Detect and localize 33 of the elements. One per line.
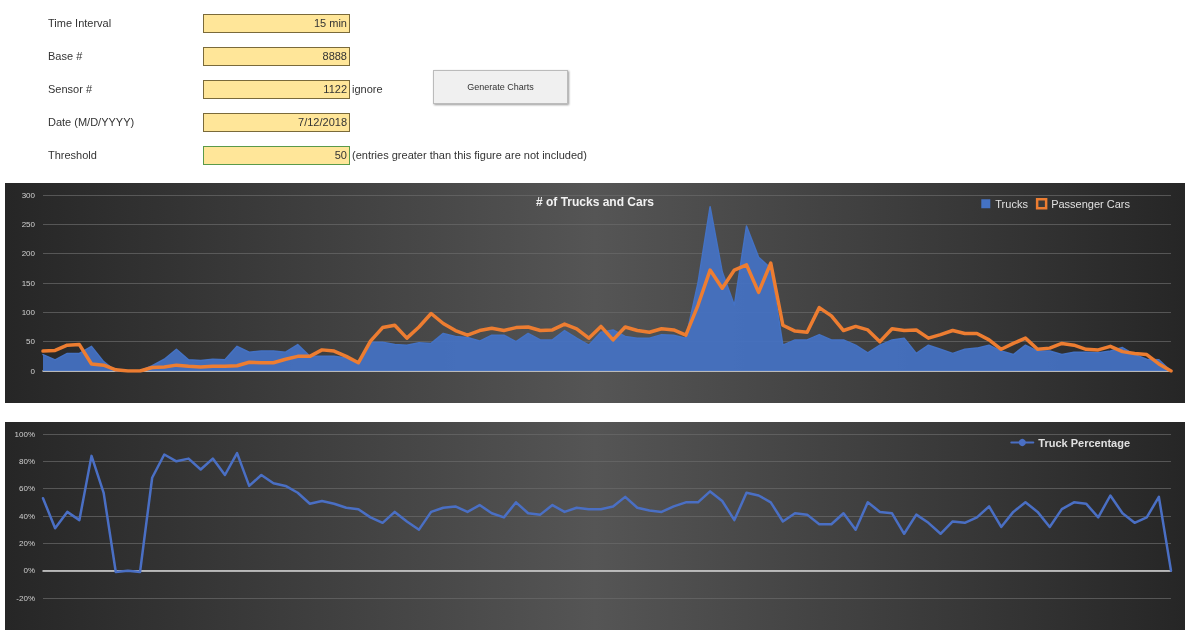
y-tick-label: 300 [21, 190, 36, 200]
line-series [41, 451, 1173, 574]
text: 1122 [323, 83, 347, 95]
category-label: Threshold [48, 149, 97, 161]
y-tick-label: -20% [16, 593, 35, 603]
legend-label: Truck Percentage [1038, 436, 1131, 449]
text: 7/12/2018 [298, 116, 347, 128]
y-tick-label: 40% [18, 511, 35, 521]
y-tick-label: 20% [18, 538, 35, 548]
text: ignore [352, 83, 383, 95]
y-tick-label: 150 [21, 278, 36, 288]
text: 50 [334, 149, 347, 161]
y-tick-label: 0 [30, 366, 36, 376]
y-tick-label: 60% [18, 484, 35, 494]
text: (entries greater than this figure are not included) [352, 149, 587, 161]
text: Generate Charts [433, 70, 568, 104]
category-label: Base # [48, 50, 83, 62]
chart-title: # of Trucks and Cars [535, 195, 655, 209]
y-tick-label: 100% [14, 429, 35, 439]
y-tick-label: 250 [21, 219, 36, 229]
category-label: Date (M/D/YYYY) [48, 116, 135, 128]
text: 15 min [313, 17, 347, 29]
y-tick-label: 50 [26, 337, 36, 347]
legend-label: Passenger Cars [1051, 197, 1131, 210]
line-series [41, 261, 1173, 373]
category-label: Sensor # [48, 83, 93, 95]
y-tick-label: 80% [18, 456, 35, 466]
y-tick-label: 100 [21, 307, 36, 317]
y-tick-label: 200 [21, 249, 36, 259]
text: 8888 [322, 50, 347, 62]
category-label: Time Interval [48, 17, 112, 29]
legend-label: Trucks [995, 197, 1029, 210]
y-tick-label: 0% [23, 566, 35, 576]
